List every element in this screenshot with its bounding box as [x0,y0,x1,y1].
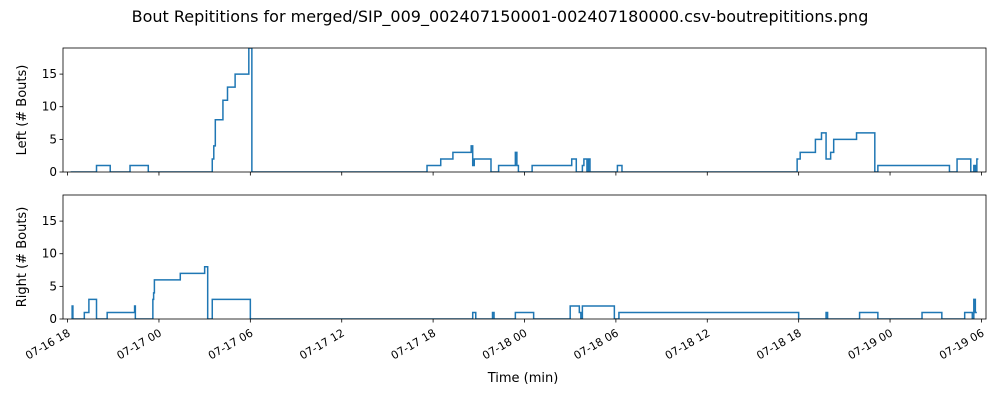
x-axis-label: Time (min) [487,371,559,386]
y-tick-label: 15 [42,67,57,81]
y-axis-label: Left (# Bouts) [15,65,30,156]
axes-frame [62,194,987,320]
x-tick-label: 07-18 12 [663,326,712,362]
x-tick-label: 07-16 18 [23,326,72,362]
x-tick-label: 07-19 06 [937,326,986,362]
x-tick-label: 07-19 00 [846,326,895,362]
y-tick-label: 0 [49,312,57,326]
x-tick-label: 07-17 06 [206,326,255,362]
left-bouts-panel: 0 5 10 15 Left (# Bouts) [15,47,987,179]
right-bouts-panel: 0 5 10 15 07-16 18 07-17 00 07-17 06 07-17 12 07… [15,194,987,362]
y-tick-label: 10 [42,247,57,261]
y-tick-label: 5 [49,279,57,293]
y-tick-label: 5 [49,132,57,146]
figure-title: Bout Repititions for merged/SIP_009_0024… [132,7,869,27]
series-line-0 [71,266,977,319]
x-tick-label: 07-17 00 [115,326,164,362]
y-tick-label: 10 [42,100,57,114]
axes-frame [62,47,987,173]
y-tick-label: 15 [42,214,57,228]
x-tick-label: 07-18 06 [572,326,621,362]
y-axis-label: Right (# Bouts) [15,207,30,308]
x-tick-label: 07-18 18 [754,326,803,362]
x-tick-label: 07-17 12 [297,326,346,362]
series-line-0 [70,48,979,172]
x-tick-label: 07-17 18 [389,326,438,362]
y-tick-label: 0 [49,165,57,179]
x-tick-label: 07-18 00 [480,326,529,362]
